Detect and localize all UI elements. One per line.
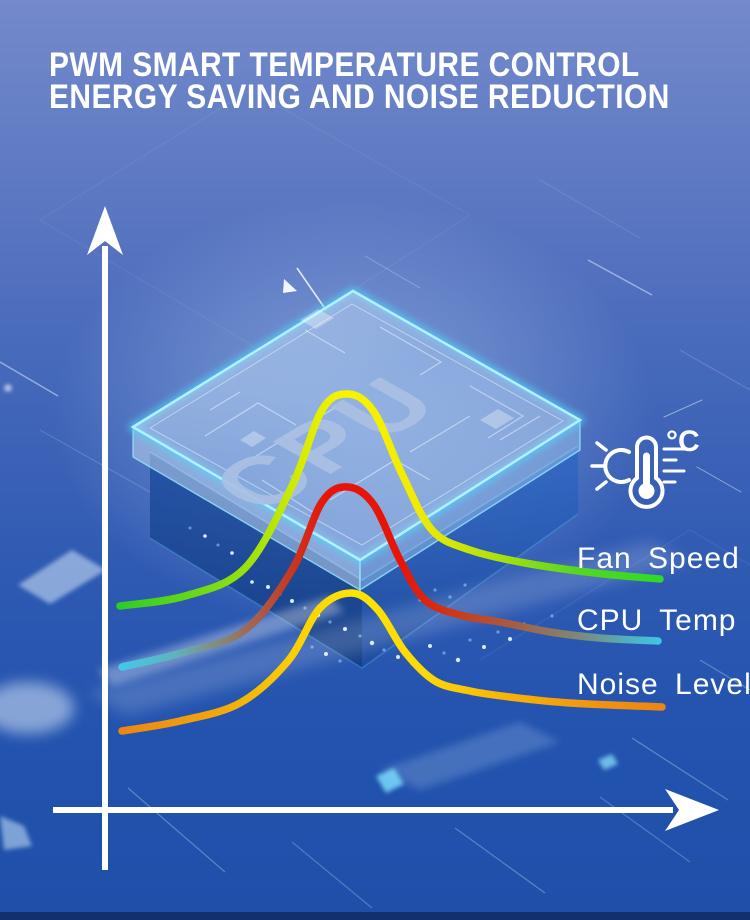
curve-cpu-temp <box>118 483 662 671</box>
series-labels: Fan Speed CPU Temp Noise Level <box>577 542 750 701</box>
icon-decor-line <box>696 466 742 493</box>
celsius-unit-label: °C <box>666 425 700 458</box>
cpu-chip-lid: CPU <box>127 287 586 592</box>
page-title: PWM SMART TEMPERATURE CONTROL ENERGY SAV… <box>49 46 670 116</box>
curve-fan-speed <box>116 390 664 610</box>
chip-pads <box>240 309 514 447</box>
legend-fan-speed: Fan Speed <box>577 542 740 575</box>
chart-curves <box>116 390 666 735</box>
x-axis-arrow-icon <box>665 789 719 831</box>
thermometer-bulb <box>628 476 665 509</box>
legend-cpu-temp: CPU Temp <box>577 604 737 637</box>
title-line-1: PWM SMART TEMPERATURE CONTROL <box>49 46 640 84</box>
cyan-glint <box>598 754 618 770</box>
sun-rays-icon <box>590 441 608 491</box>
chart-axes <box>53 206 719 870</box>
icon-decor-line <box>663 399 703 418</box>
y-axis-line <box>102 246 108 870</box>
scale-ticks-icon <box>662 447 688 484</box>
cyan-glint <box>376 768 404 793</box>
small-triangle-icon <box>283 279 297 293</box>
bottom-band <box>0 912 750 920</box>
title-line-2: ENERGY SAVING AND NOISE REDUCTION <box>49 77 670 116</box>
thermometer-icon: °C <box>590 399 742 509</box>
callout-line-chip <box>283 267 327 311</box>
x-axis-line <box>53 807 673 813</box>
curve-noise-level <box>118 589 666 735</box>
legend-noise-level: Noise Level <box>577 668 750 701</box>
sun-arc-icon <box>603 448 631 484</box>
thermometer-tube <box>635 435 658 480</box>
background-circuit-decor <box>0 89 750 909</box>
thermometer-mercury-bulb <box>638 483 655 499</box>
y-axis-arrow-icon <box>87 206 123 255</box>
